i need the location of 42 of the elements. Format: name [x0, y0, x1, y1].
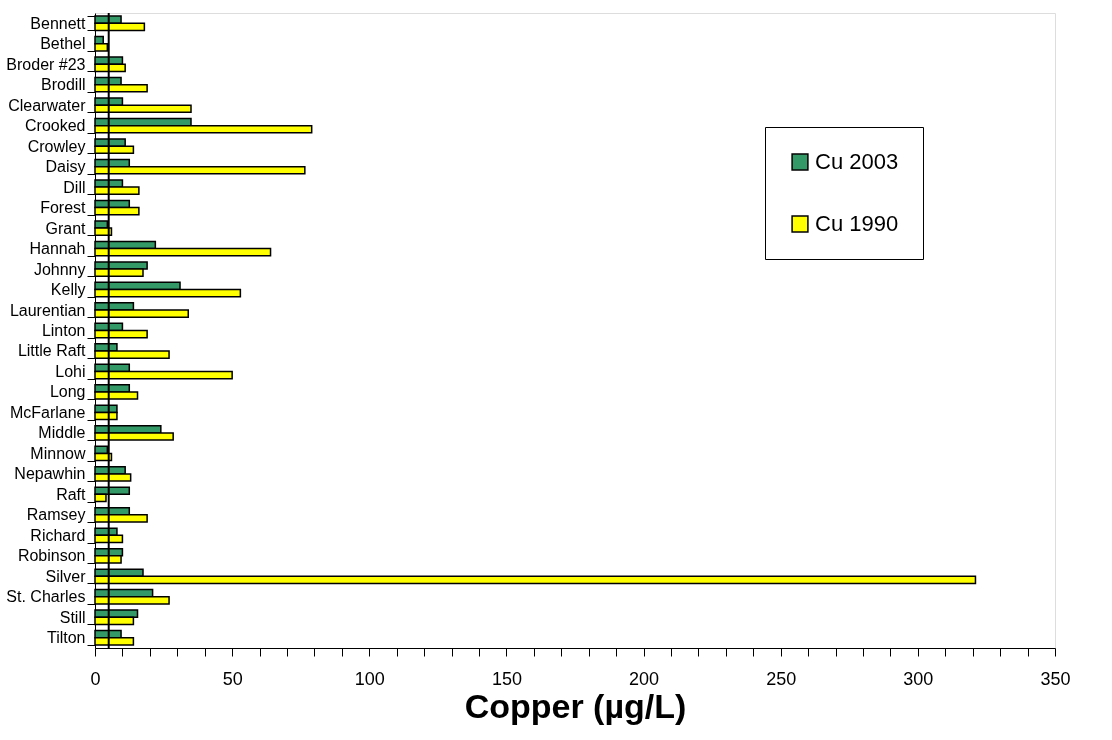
- y-tick-label: Crooked: [25, 117, 86, 135]
- y-tick-label: Clearwater: [8, 96, 87, 114]
- x-axis-title: Copper (µg/L): [464, 686, 687, 725]
- x-tick-label: 200: [629, 668, 660, 689]
- y-tick-label: St. Charles: [6, 588, 86, 606]
- y-tick-label: Hannah: [29, 240, 86, 258]
- y-tick-label: Grant: [45, 219, 87, 237]
- x-tick-label: 150: [491, 668, 522, 689]
- y-tick-label: Richard: [30, 526, 86, 544]
- legend-label: Cu 2003: [815, 149, 899, 174]
- y-tick-label: Minnow: [30, 444, 86, 462]
- y-tick-label: Tilton: [46, 629, 86, 647]
- y-tick-label: Crowley: [27, 137, 86, 155]
- y-tick-label: Long: [49, 383, 86, 401]
- x-tick-label: 350: [1040, 668, 1071, 689]
- y-tick-label: Daisy: [45, 158, 86, 176]
- x-tick-label: 250: [766, 668, 797, 689]
- y-tick-label: Silver: [45, 567, 87, 585]
- y-tick-label: Linton: [41, 322, 86, 339]
- y-tick-label: Broder #23: [6, 55, 86, 73]
- y-tick-label: Little Raft: [17, 342, 87, 360]
- y-tick-label: Ramsey: [26, 506, 86, 524]
- y-tick-label: Lohi: [55, 362, 86, 380]
- y-tick-label: Johnny: [33, 260, 86, 278]
- y-tick-label: Raft: [56, 485, 87, 503]
- x-tick-label: 100: [354, 668, 385, 689]
- y-tick-label: Dill: [63, 178, 86, 196]
- y-tick-label: Middle: [38, 424, 86, 442]
- y-tick-label: Still: [59, 608, 86, 626]
- x-tick-label: 300: [903, 668, 934, 689]
- x-tick-label: 0: [90, 668, 101, 689]
- y-tick-label: Brodill: [41, 76, 86, 94]
- y-tick-label: Bethel: [40, 35, 86, 53]
- y-tick-label: McFarlane: [9, 403, 86, 421]
- y-tick-label: Bennett: [30, 14, 87, 32]
- y-tick-label: Robinson: [17, 547, 86, 565]
- y-tick-label: Nepawhin: [14, 465, 86, 483]
- legend-label: Cu 1990: [815, 211, 899, 236]
- y-tick-label: Forest: [40, 199, 87, 217]
- y-tick-label: Laurentian: [9, 301, 86, 319]
- y-tick-label: Kelly: [50, 281, 86, 299]
- x-tick-label: 50: [222, 668, 243, 689]
